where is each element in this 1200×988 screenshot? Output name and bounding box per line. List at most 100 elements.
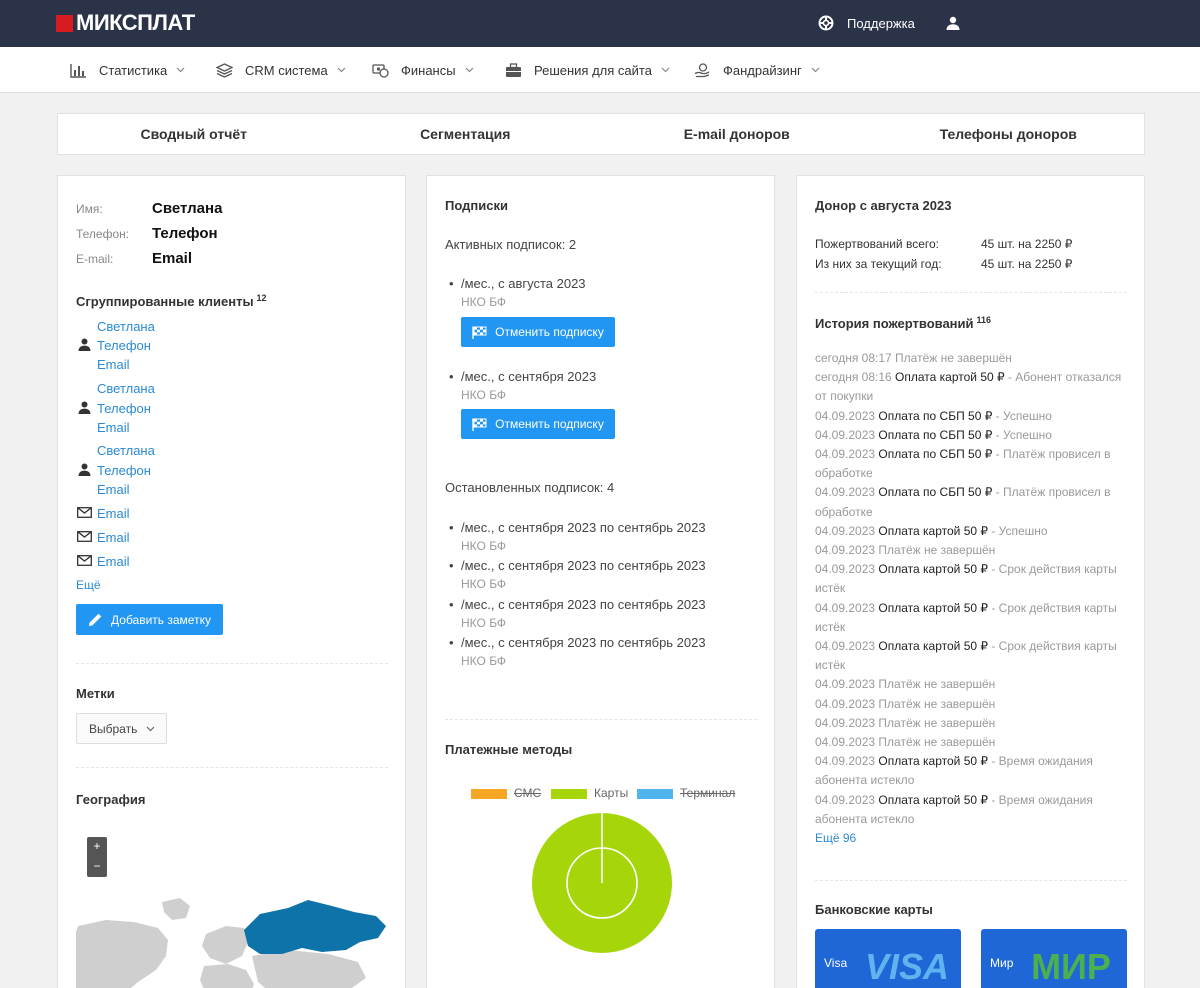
person-icon — [78, 463, 91, 476]
user-icon[interactable] — [946, 16, 960, 30]
checkered-flag-icon — [472, 326, 487, 339]
email-value: Email — [152, 250, 193, 267]
active-subscriptions-count: Активных подписок: 2 — [445, 237, 577, 252]
total-donations-value: 45 шт. на 2250 ₽ — [981, 237, 1073, 251]
hand-coin-icon — [694, 62, 710, 77]
nav-item-site-solutions[interactable]: Решения для сайта — [505, 47, 670, 93]
legend-swatch[interactable] — [471, 789, 507, 799]
tab-segmentation[interactable]: Сегментация — [420, 126, 511, 142]
nav-item-fundraising[interactable]: Фандрайзинг — [694, 47, 820, 93]
nav-label: Финансы — [401, 62, 456, 78]
nav-label: Решения для сайта — [534, 62, 652, 78]
grouped-phone-link[interactable]: Телефон — [97, 401, 151, 416]
divider — [815, 880, 1127, 881]
grouped-email-link[interactable]: Email — [97, 530, 130, 545]
legend-swatch[interactable] — [637, 789, 673, 799]
bullet: • — [449, 635, 454, 650]
grouped-email-link[interactable]: Email — [97, 357, 130, 372]
tab-donor-phones[interactable]: Телефоны доноров — [939, 126, 1077, 142]
logo[interactable]: МИКСПЛАТ — [56, 10, 195, 35]
nav-item-crm[interactable]: CRM система — [216, 47, 346, 93]
support-label: Поддержка — [847, 15, 915, 31]
nav-item-statistics[interactable]: Статистика — [70, 47, 185, 93]
donation-history-list: сегодня 08:17 Платёж не завершён сегодня … — [815, 349, 1130, 829]
mir-card[interactable]: Мир МИР — [981, 929, 1127, 988]
support-link[interactable]: Поддержка — [818, 15, 915, 31]
profile-panel: Имя: Светлана Телефон: Телефон E-mail: E… — [57, 175, 406, 988]
cancel-subscription-label: Отменить подписку — [495, 417, 604, 431]
tags-select-value: Выбрать — [89, 721, 138, 736]
stopped-subscription-org: НКО БФ — [461, 539, 507, 553]
grouped-name-link[interactable]: Светлана — [97, 443, 155, 458]
legend-label[interactable]: СМС — [514, 786, 542, 800]
legend-label[interactable]: Карты — [594, 786, 629, 800]
payment-methods-title: Платежные методы — [445, 742, 573, 757]
history-entry: сегодня 08:16 Оплата картой 50 ₽ - Абоне… — [815, 370, 1122, 404]
tab-summary[interactable]: Сводный отчёт — [140, 126, 248, 142]
grouped-name-link[interactable]: Светлана — [97, 381, 155, 396]
history-entry: 04.09.2023 Оплата картой 50 ₽ - Время ож… — [815, 754, 1093, 788]
bullet: • — [449, 369, 454, 384]
person-icon — [78, 338, 91, 351]
history-more-link[interactable]: Ещё 96 — [815, 831, 857, 845]
grouped-phone-link[interactable]: Телефон — [97, 338, 151, 353]
subscription-line: /мес., с августа 2023 — [461, 276, 586, 291]
chevron-down-icon — [176, 67, 185, 73]
zoom-out-button[interactable]: − — [93, 859, 101, 873]
bullet: • — [449, 558, 454, 573]
svg-text:МИР: МИР — [1031, 946, 1111, 985]
grouped-name-link[interactable]: Светлана — [97, 319, 155, 334]
history-entry: 04.09.2023 Оплата картой 50 ₽ - Срок дей… — [815, 562, 1117, 596]
zoom-in-button[interactable]: + — [93, 839, 101, 853]
bullet: • — [449, 597, 454, 612]
donor-panel: Донор с августа 2023 Пожертвований всего… — [796, 175, 1145, 988]
grouped-email-link[interactable]: Email — [97, 420, 130, 435]
grouped-more-link[interactable]: Ещё — [76, 578, 101, 592]
tab-donor-emails[interactable]: E-mail доноров — [683, 126, 790, 142]
legend-swatch[interactable] — [551, 789, 587, 799]
stopped-subscription-org: НКО БФ — [461, 654, 507, 668]
history-entry: 04.09.2023 Оплата картой 50 ₽ - Успешно — [815, 523, 1048, 538]
name-label: Имя: — [76, 202, 103, 216]
divider — [815, 292, 1127, 293]
history-entry: 04.09.2023 Платёж не завершён — [815, 715, 996, 730]
cancel-subscription-button[interactable]: Отменить подписку — [461, 409, 615, 439]
map-region-europe — [202, 926, 248, 964]
stopped-subscription-line: /мес., с сентября 2023 по сентябрь 2023 — [461, 520, 706, 535]
grouped-email-link[interactable]: Email — [97, 554, 130, 569]
world-map[interactable] — [76, 884, 388, 988]
history-entry: 04.09.2023 Оплата картой 50 ₽ - Срок дей… — [815, 639, 1117, 673]
envelope-icon — [77, 555, 92, 566]
nav-item-finance[interactable]: Финансы — [372, 47, 474, 93]
grouped-email-link[interactable]: Email — [97, 506, 130, 521]
divider — [445, 719, 757, 720]
donor-since-title: Донор с августа 2023 — [815, 198, 952, 213]
add-note-button[interactable]: Добавить заметку — [76, 604, 223, 635]
bar-chart-icon — [70, 63, 86, 78]
map-zoom-control: + − — [87, 837, 107, 877]
map-region-greenland — [162, 898, 190, 920]
stopped-subscriptions-count: Остановленных подписок: 4 — [445, 480, 615, 495]
chevron-down-icon — [465, 67, 474, 73]
history-count: 116 — [976, 315, 992, 325]
legend-label[interactable]: Терминал — [680, 786, 736, 800]
donation-history-title: История пожертвований 116 — [815, 315, 992, 331]
history-entry: 04.09.2023 Оплата картой 50 ₽ - Срок дей… — [815, 600, 1117, 634]
history-entry: сегодня 08:17 Платёж не завершён — [815, 351, 1012, 365]
nav-label: CRM система — [245, 62, 328, 78]
map-region-africa — [200, 964, 254, 988]
visa-card[interactable]: Visa VISA — [815, 929, 961, 988]
subscriptions-panel: Подписки Активных подписок: 2 • /мес., с… — [426, 175, 775, 988]
checkered-flag-icon — [472, 418, 487, 431]
main-nav: Статистика CRM система Финансы Решения д… — [0, 47, 1200, 93]
email-label: E-mail: — [76, 252, 114, 266]
cancel-subscription-button[interactable]: Отменить подписку — [461, 317, 615, 347]
map-region-north-america — [76, 920, 168, 988]
grouped-phone-link[interactable]: Телефон — [97, 463, 151, 478]
bullet: • — [449, 520, 454, 535]
logo-text: МИКСПЛАТ — [76, 10, 195, 35]
grouped-email-link[interactable]: Email — [97, 482, 130, 497]
tags-select[interactable]: Выбрать — [76, 713, 167, 744]
history-entry: 04.09.2023 Оплата по СБП 50 ₽ - Успешно — [815, 427, 1052, 442]
history-entry: 04.09.2023 Оплата картой 50 ₽ - Время ож… — [815, 792, 1093, 826]
